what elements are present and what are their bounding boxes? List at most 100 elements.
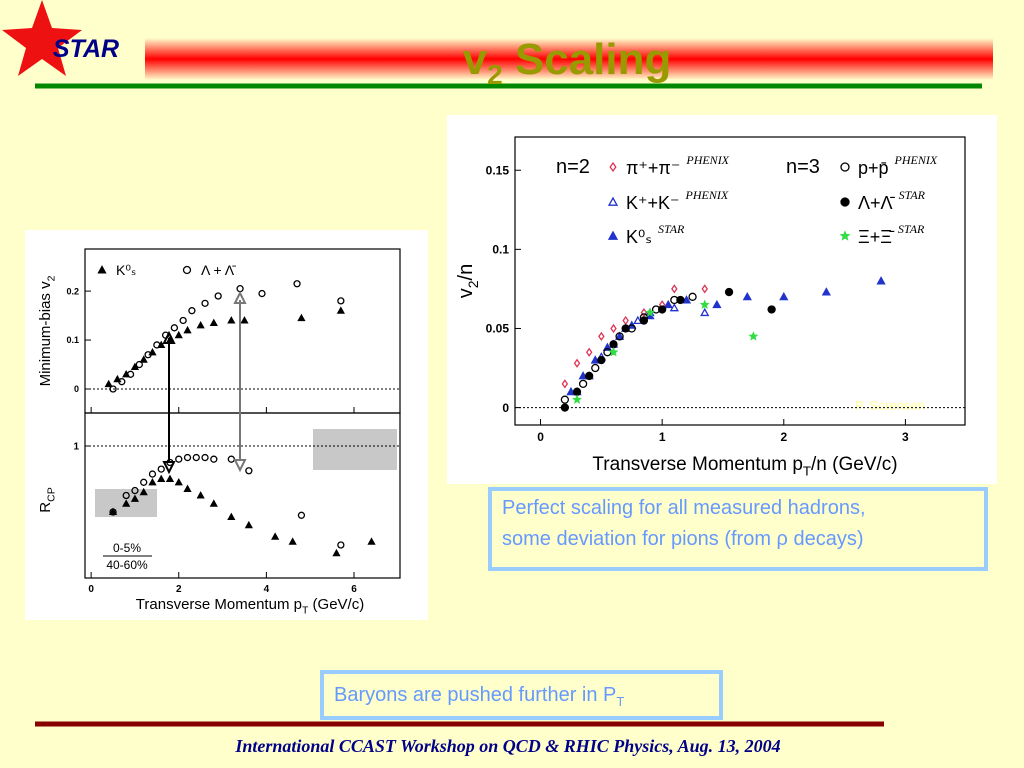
data-point bbox=[188, 307, 196, 315]
data-point bbox=[840, 197, 850, 207]
data-point bbox=[724, 287, 734, 297]
x-tick-label: 0 bbox=[88, 584, 94, 595]
data-point bbox=[701, 284, 708, 294]
data-point bbox=[585, 347, 593, 357]
data-point bbox=[97, 265, 107, 274]
y-axis-label: Minimum-bias v2 bbox=[37, 275, 58, 386]
legend-label: K⁺+K⁻ PHENIX bbox=[626, 188, 729, 213]
right-chart: P. Sorensen 0 0.05 0.1 0.15 0 1 2 3 n=2 π⁺+π⁻ PHENI… bbox=[455, 136, 966, 479]
data-point bbox=[153, 341, 161, 349]
data-point bbox=[615, 332, 624, 341]
x-tick-label: 3 bbox=[902, 430, 909, 444]
data-point bbox=[633, 315, 643, 325]
data-point bbox=[840, 162, 850, 172]
y-axis-label: v2/n bbox=[455, 264, 481, 298]
data-point bbox=[367, 537, 376, 545]
data-point bbox=[135, 360, 143, 369]
label-part: R bbox=[37, 502, 54, 513]
data-point bbox=[676, 295, 685, 305]
series-source: STAR bbox=[898, 222, 925, 236]
x-axis-label: Transverse Momentum pT/n (GeV/c) bbox=[592, 454, 897, 479]
x-tick-label: 4 bbox=[264, 584, 270, 595]
label-part: 2 bbox=[46, 275, 58, 281]
data-point bbox=[209, 499, 218, 507]
data-point bbox=[663, 299, 673, 309]
y-tick-label: 0.15 bbox=[486, 163, 510, 177]
data-point bbox=[742, 291, 752, 301]
data-point bbox=[609, 340, 618, 349]
data-point bbox=[560, 395, 570, 404]
legend-label: K⁰ₛ STAR bbox=[626, 222, 685, 247]
series-name: Ξ+Ξ̄ bbox=[858, 227, 895, 247]
plot-frame bbox=[84, 412, 401, 579]
data-point bbox=[183, 453, 192, 462]
plot-frame bbox=[514, 136, 966, 426]
series-source: PHENIX bbox=[685, 153, 729, 167]
left-chart: 0 0.1 0.2 1 0 2 4 6 K⁰ₛ Λ + Λ̄ 0-5% 40-60% Minimum-b… bbox=[37, 248, 401, 617]
group-label: n=3 bbox=[786, 156, 820, 178]
y-tick-label: 1 bbox=[73, 442, 79, 453]
data-point bbox=[174, 330, 183, 339]
y-axis-label: RCP bbox=[37, 487, 58, 512]
star-logo bbox=[2, 0, 82, 76]
data-point bbox=[227, 316, 236, 324]
data-point bbox=[699, 299, 710, 309]
legend-label: K⁰ₛ bbox=[116, 262, 136, 278]
series-name: π⁺+π⁻ bbox=[626, 158, 680, 178]
data-point bbox=[640, 308, 648, 318]
data-point bbox=[183, 325, 192, 334]
ratio-numerator: 0-5% bbox=[113, 541, 141, 555]
data-point bbox=[876, 276, 886, 285]
data-point bbox=[109, 508, 117, 516]
data-point bbox=[597, 355, 606, 365]
data-point bbox=[573, 358, 581, 368]
data-point bbox=[170, 324, 179, 332]
series-name: p+p̄ bbox=[858, 158, 889, 178]
footer: International CCAST Workshop on QCD & RH… bbox=[234, 736, 780, 756]
x-tick-label: 2 bbox=[780, 430, 787, 444]
y-tick-label: 0 bbox=[74, 384, 79, 394]
logo-text: STAR bbox=[53, 35, 119, 63]
data-point bbox=[608, 347, 619, 357]
data-point bbox=[607, 196, 619, 206]
data-point bbox=[122, 499, 131, 507]
series-source: STAR bbox=[658, 222, 685, 236]
data-point bbox=[139, 355, 148, 363]
arrow-head bbox=[233, 459, 247, 473]
data-point bbox=[560, 403, 570, 412]
data-point bbox=[712, 299, 722, 309]
label-part: Transverse Momentum p bbox=[136, 596, 302, 613]
series-source: PHENIX bbox=[685, 188, 729, 202]
data-point bbox=[174, 477, 183, 486]
systematic-band bbox=[313, 429, 397, 470]
x-tick-label: 1 bbox=[659, 430, 666, 444]
y-tick-label: 0.05 bbox=[486, 322, 510, 336]
data-point bbox=[140, 478, 148, 486]
y-tick-label: 0.2 bbox=[66, 286, 79, 296]
data-point bbox=[561, 379, 569, 389]
data-point bbox=[157, 465, 165, 473]
baryons-note: Baryons are pushed further in PT bbox=[320, 670, 723, 720]
data-point bbox=[126, 370, 135, 378]
label-part: /n bbox=[455, 264, 477, 281]
data-point bbox=[245, 467, 253, 475]
note-line: Perfect scaling for all measured hadrons… bbox=[502, 497, 866, 519]
data-point bbox=[148, 470, 157, 478]
data-point bbox=[779, 291, 789, 301]
data-point bbox=[109, 385, 117, 393]
label-part: Transverse Momentum p bbox=[592, 454, 802, 475]
data-point bbox=[748, 331, 759, 341]
x-axis-label: Transverse Momentum pT (GeV/c) bbox=[136, 596, 364, 617]
x-tick-label: 6 bbox=[351, 584, 357, 595]
data-point bbox=[610, 323, 617, 334]
data-point bbox=[192, 453, 200, 462]
data-point bbox=[681, 295, 692, 304]
data-point bbox=[821, 287, 831, 296]
data-point bbox=[130, 494, 140, 502]
data-point bbox=[767, 305, 776, 314]
data-point bbox=[337, 297, 345, 305]
data-point bbox=[165, 474, 175, 483]
ratio-denominator: 40-60% bbox=[106, 558, 148, 572]
legend-label: Λ + Λ̄ bbox=[201, 262, 236, 278]
data-point bbox=[297, 511, 306, 519]
